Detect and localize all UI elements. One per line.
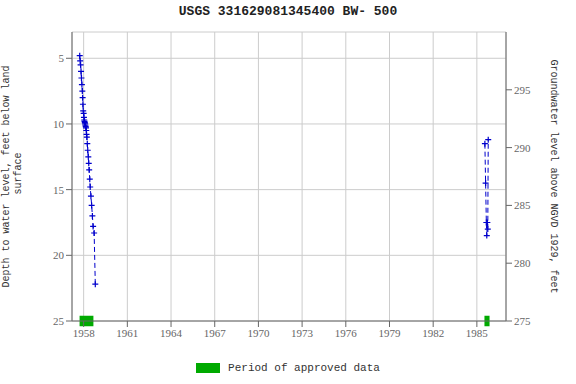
svg-text:1985: 1985 [466,327,489,339]
svg-text:20: 20 [53,249,65,261]
svg-text:10: 10 [53,118,65,130]
svg-text:290: 290 [514,142,531,154]
svg-text:1970: 1970 [247,327,270,339]
svg-text:295: 295 [514,84,531,96]
svg-text:285: 285 [514,199,531,211]
svg-text:Depth to water level, feet bel: Depth to water level, feet below land su… [8,65,24,287]
svg-text:1979: 1979 [378,327,401,339]
svg-text:1982: 1982 [422,327,444,339]
svg-text:1967: 1967 [204,327,227,339]
svg-text:1958: 1958 [73,327,96,339]
svg-text:1976: 1976 [335,327,358,339]
svg-text:275: 275 [514,315,531,327]
html-text:Period of approved data: Period of approved data [228,362,380,374]
svg-text:1973: 1973 [291,327,314,339]
svg-text:1964: 1964 [160,327,183,339]
svg-text:Groundwater level above NGVD 1: Groundwater level above NGVD 1929, feet [549,59,560,293]
svg-text:280: 280 [514,257,531,269]
svg-text:15: 15 [53,184,65,196]
svg-text:5: 5 [59,52,65,64]
svg-text:1961: 1961 [116,327,138,339]
html-text:USGS 331629081345400 BW- 500: USGS 331629081345400 BW- 500 [178,4,398,19]
svg-text:25: 25 [53,315,65,327]
